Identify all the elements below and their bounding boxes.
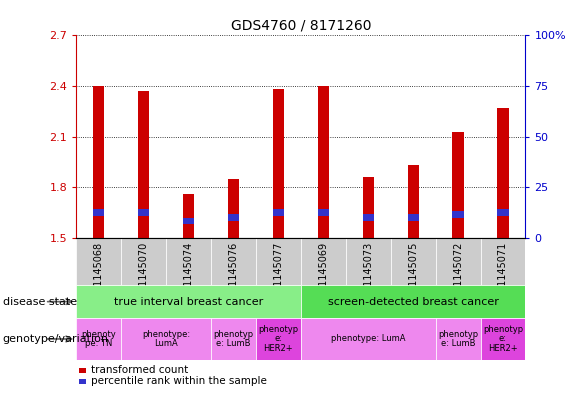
Bar — [363, 177, 374, 238]
Text: phenoty
pe: TN: phenoty pe: TN — [81, 330, 116, 348]
Bar — [228, 214, 239, 221]
Text: phenotype: LumA: phenotype: LumA — [331, 334, 406, 343]
Bar — [497, 108, 508, 238]
Bar — [363, 214, 374, 221]
Bar — [211, 318, 256, 360]
Text: phenotyp
e:
HER2+: phenotyp e: HER2+ — [258, 325, 298, 353]
Bar — [256, 318, 301, 360]
Text: GSM1145077: GSM1145077 — [273, 242, 284, 307]
Text: true interval breast cancer: true interval breast cancer — [114, 297, 263, 307]
Bar — [273, 209, 284, 216]
Bar — [228, 179, 239, 238]
Bar — [121, 238, 166, 285]
Bar — [301, 285, 525, 318]
Text: phenotyp
e:
HER2+: phenotyp e: HER2+ — [483, 325, 523, 353]
Bar — [76, 285, 301, 318]
Bar — [481, 318, 525, 360]
Text: percentile rank within the sample: percentile rank within the sample — [91, 376, 267, 386]
Text: GSM1145070: GSM1145070 — [138, 242, 149, 307]
Text: phenotype:
LumA: phenotype: LumA — [142, 330, 190, 348]
Bar — [273, 89, 284, 238]
Text: GSM1145071: GSM1145071 — [498, 242, 508, 307]
Bar — [183, 194, 194, 238]
Text: transformed count: transformed count — [91, 365, 188, 375]
Text: GSM1145075: GSM1145075 — [408, 242, 418, 307]
Bar — [301, 318, 436, 360]
Bar — [436, 318, 481, 360]
Bar — [407, 165, 419, 238]
Bar — [76, 238, 121, 285]
Bar — [391, 238, 436, 285]
Text: phenotyp
e: LumB: phenotyp e: LumB — [214, 330, 254, 348]
Bar — [166, 238, 211, 285]
Bar — [138, 91, 149, 238]
Bar — [211, 238, 256, 285]
Text: phenotyp
e: LumB: phenotyp e: LumB — [438, 330, 478, 348]
Text: GSM1145072: GSM1145072 — [453, 242, 463, 307]
Bar — [318, 209, 329, 216]
Title: GDS4760 / 8171260: GDS4760 / 8171260 — [231, 19, 371, 33]
Text: GSM1145076: GSM1145076 — [228, 242, 238, 307]
Bar — [138, 209, 149, 216]
Bar — [93, 209, 105, 216]
Bar — [318, 86, 329, 238]
Bar — [346, 238, 391, 285]
Text: disease state: disease state — [3, 297, 77, 307]
Bar — [453, 211, 464, 217]
Text: GSM1145074: GSM1145074 — [184, 242, 194, 307]
Text: GSM1145069: GSM1145069 — [318, 242, 328, 307]
Bar — [121, 318, 211, 360]
Bar — [301, 238, 346, 285]
Bar — [256, 238, 301, 285]
Bar — [93, 86, 105, 238]
Bar — [183, 217, 194, 224]
Bar — [76, 318, 121, 360]
Bar — [453, 132, 464, 238]
Text: GSM1145068: GSM1145068 — [94, 242, 104, 307]
Bar — [497, 209, 508, 216]
Bar — [407, 214, 419, 221]
Text: GSM1145073: GSM1145073 — [363, 242, 373, 307]
Bar — [481, 238, 525, 285]
Text: screen-detected breast cancer: screen-detected breast cancer — [328, 297, 498, 307]
Text: genotype/variation: genotype/variation — [3, 334, 109, 344]
Bar — [436, 238, 481, 285]
